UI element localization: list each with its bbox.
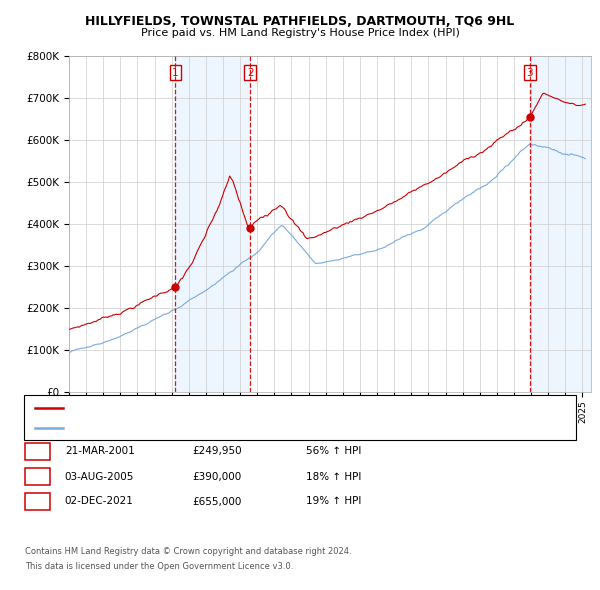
Text: HPI: Average price, detached house, South Hams: HPI: Average price, detached house, Sout… (69, 424, 310, 434)
Text: 18% ↑ HPI: 18% ↑ HPI (306, 472, 361, 481)
Text: £249,950: £249,950 (192, 447, 242, 456)
Text: 1: 1 (34, 447, 41, 456)
Bar (175, 56, 250, 392)
Text: 2: 2 (34, 472, 41, 481)
Text: £390,000: £390,000 (192, 472, 241, 481)
Text: 3: 3 (526, 68, 533, 78)
Text: 1: 1 (172, 68, 179, 78)
Text: This data is licensed under the Open Government Licence v3.0.: This data is licensed under the Open Gov… (25, 562, 293, 571)
Text: 19% ↑ HPI: 19% ↑ HPI (306, 497, 361, 506)
Text: 2: 2 (247, 68, 254, 78)
Text: Contains HM Land Registry data © Crown copyright and database right 2024.: Contains HM Land Registry data © Crown c… (25, 547, 352, 556)
Bar (530, 56, 591, 392)
Text: 21-MAR-2001: 21-MAR-2001 (65, 447, 134, 456)
Text: Price paid vs. HM Land Registry's House Price Index (HPI): Price paid vs. HM Land Registry's House … (140, 28, 460, 38)
Text: HILLYFIELDS, TOWNSTAL PATHFIELDS, DARTMOUTH, TQ6 9HL (detached house): HILLYFIELDS, TOWNSTAL PATHFIELDS, DARTMO… (69, 403, 457, 412)
Text: 56% ↑ HPI: 56% ↑ HPI (306, 447, 361, 456)
Text: £655,000: £655,000 (192, 497, 241, 506)
Text: 3: 3 (34, 497, 41, 506)
Text: 02-DEC-2021: 02-DEC-2021 (65, 497, 134, 506)
Text: 03-AUG-2005: 03-AUG-2005 (65, 472, 134, 481)
Text: HILLYFIELDS, TOWNSTAL PATHFIELDS, DARTMOUTH, TQ6 9HL: HILLYFIELDS, TOWNSTAL PATHFIELDS, DARTMO… (85, 15, 515, 28)
